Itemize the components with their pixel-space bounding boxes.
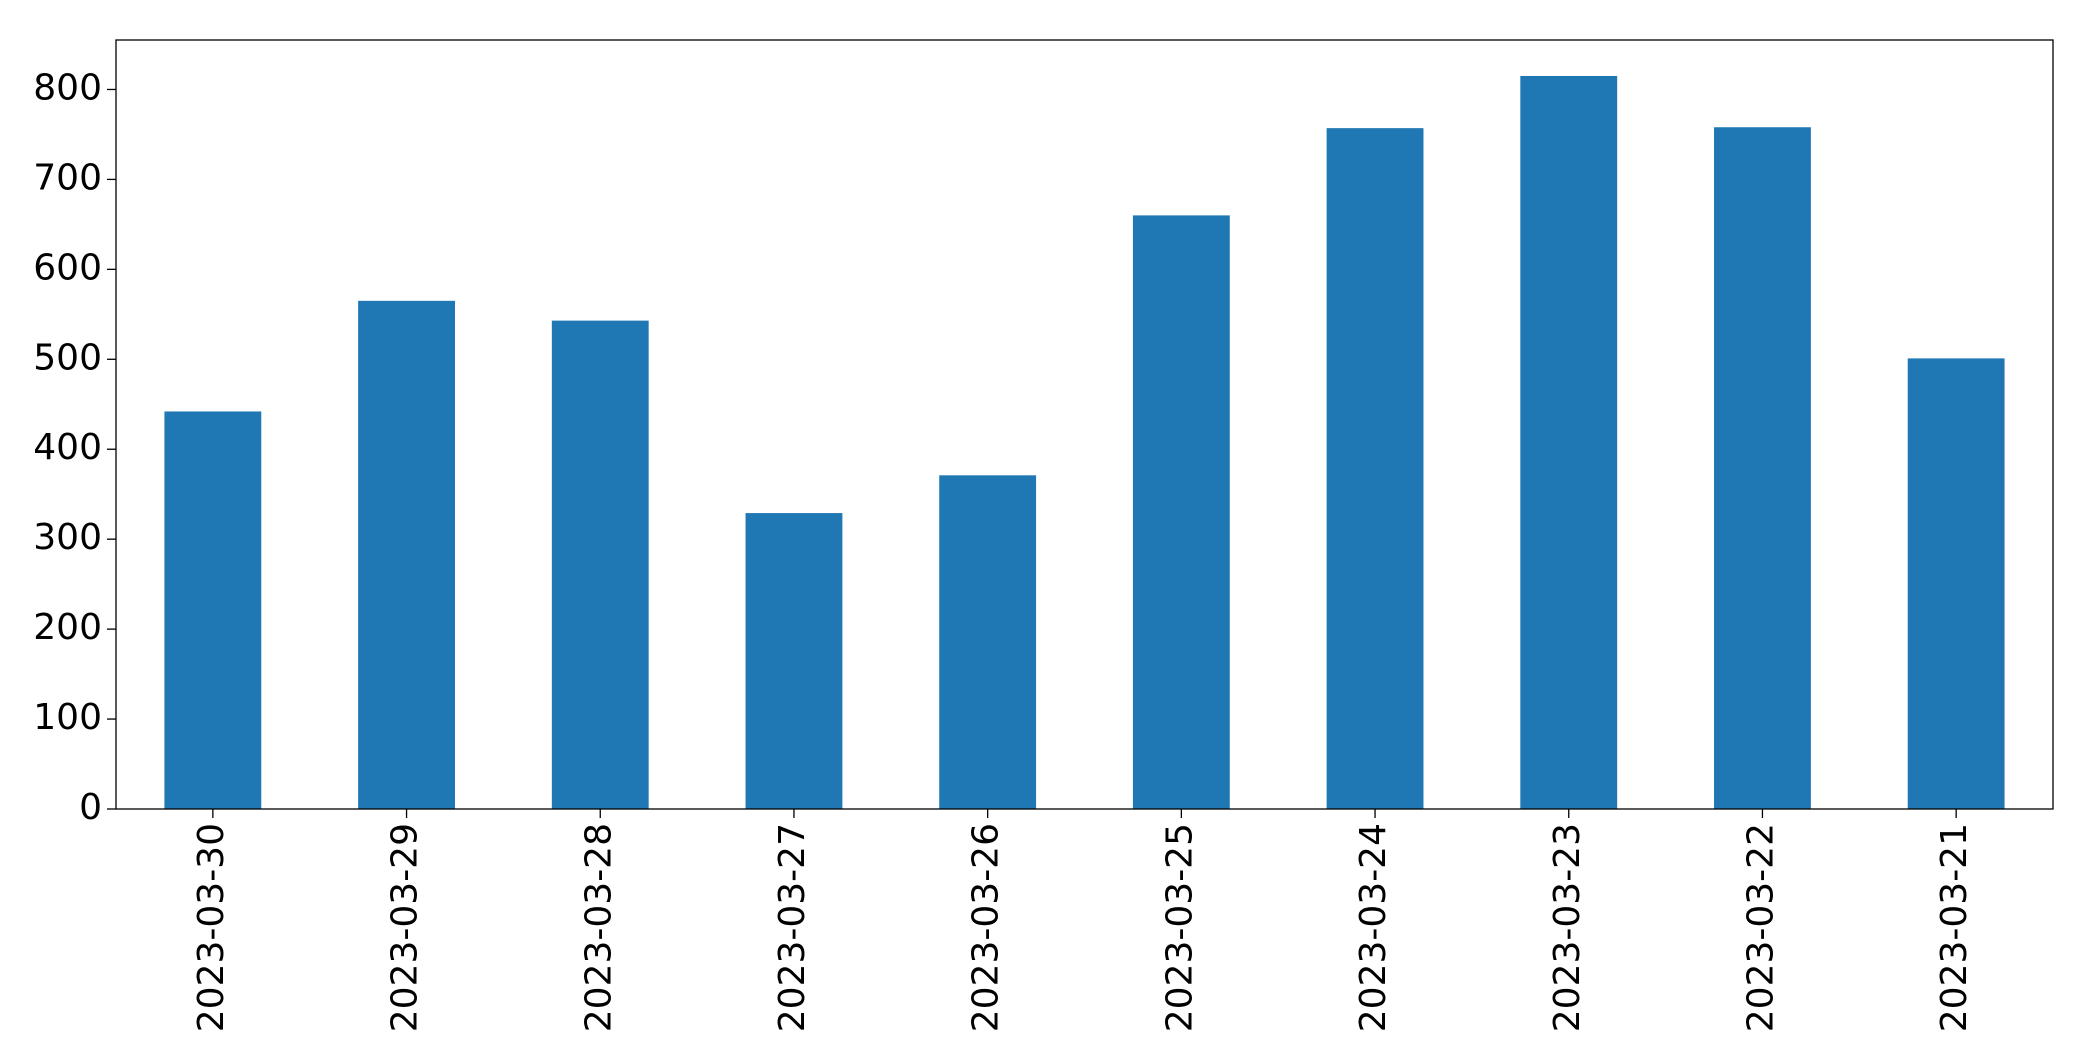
x-tick-label: 2023-03-29 <box>385 823 426 1032</box>
y-tick-label: 0 <box>79 787 102 828</box>
x-tick-label: 2023-03-22 <box>1740 823 1781 1032</box>
bar <box>1326 128 1424 809</box>
plot-frame <box>115 39 2054 810</box>
bar <box>939 475 1037 809</box>
x-tick-label: 2023-03-28 <box>578 823 619 1032</box>
bar <box>1520 75 1618 809</box>
y-tick-label: 700 <box>33 157 102 198</box>
bar <box>745 513 843 809</box>
bar <box>551 320 649 809</box>
x-tick-label: 2023-03-26 <box>966 823 1007 1032</box>
bar <box>1907 358 2005 809</box>
x-tick-label: 2023-03-25 <box>1159 823 1200 1032</box>
bar <box>358 300 455 809</box>
y-tick-label: 600 <box>33 247 102 288</box>
bar <box>164 411 262 809</box>
bar <box>1132 215 1230 809</box>
x-tick-label: 2023-03-23 <box>1547 823 1588 1032</box>
y-tick-label: 100 <box>33 697 102 738</box>
y-tick-label: 800 <box>33 67 102 108</box>
x-tick-label: 2023-03-27 <box>772 823 813 1032</box>
x-tick-label: 2023-03-24 <box>1353 823 1394 1032</box>
x-tick-label: 2023-03-30 <box>191 823 232 1032</box>
y-tick-label: 200 <box>33 607 102 648</box>
bar <box>1714 127 1811 809</box>
y-tick-label: 400 <box>33 427 102 468</box>
x-tick-label: 2023-03-21 <box>1934 823 1975 1032</box>
y-tick-label: 300 <box>33 517 102 558</box>
y-tick-label: 500 <box>33 337 102 378</box>
